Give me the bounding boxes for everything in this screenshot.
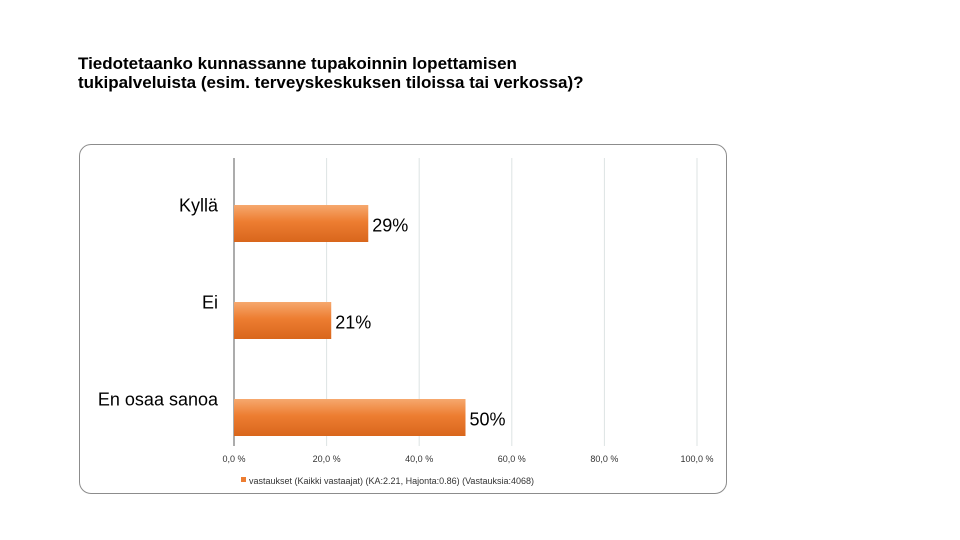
x-tick-label: 20,0 % [313,454,341,464]
legend-swatch [241,477,246,482]
x-tick-label: 80,0 % [590,454,618,464]
category-label: En osaa sanoa [98,390,219,410]
labels: 0,0 % 20,0 % 40,0 % 60,0 % 80,0 % 100,0 % Kyll… [98,196,714,465]
chart-title-line-2: tukipalveluista (esim. terveyskeskuksen … [78,73,584,92]
x-tick-label: 60,0 % [498,454,526,464]
x-tick-label: 40,0 % [405,454,433,464]
x-tick-label: 100,0 % [680,454,713,464]
chart-title: Tiedotetaanko kunnassanne tupakoinnin lo… [78,54,778,92]
category-label: Ei [202,293,218,313]
bars [234,205,466,436]
bar-0 [234,205,369,242]
legend-label: vastaukset (Kaikki vastaajat) (KA:2.21, … [249,476,534,486]
data-label: 21% [335,313,371,333]
chart-title-line-1: Tiedotetaanko kunnassanne tupakoinnin lo… [78,54,517,73]
data-label: 29% [372,216,408,236]
data-label: 50% [470,410,506,430]
bar-1 [234,302,332,339]
category-label: Kyllä [179,196,219,216]
legend: vastaukset (Kaikki vastaajat) (KA:2.21, … [241,476,534,486]
x-tick-label: 0,0 % [222,454,245,464]
chart-frame [79,144,727,494]
bar-2 [234,399,466,436]
